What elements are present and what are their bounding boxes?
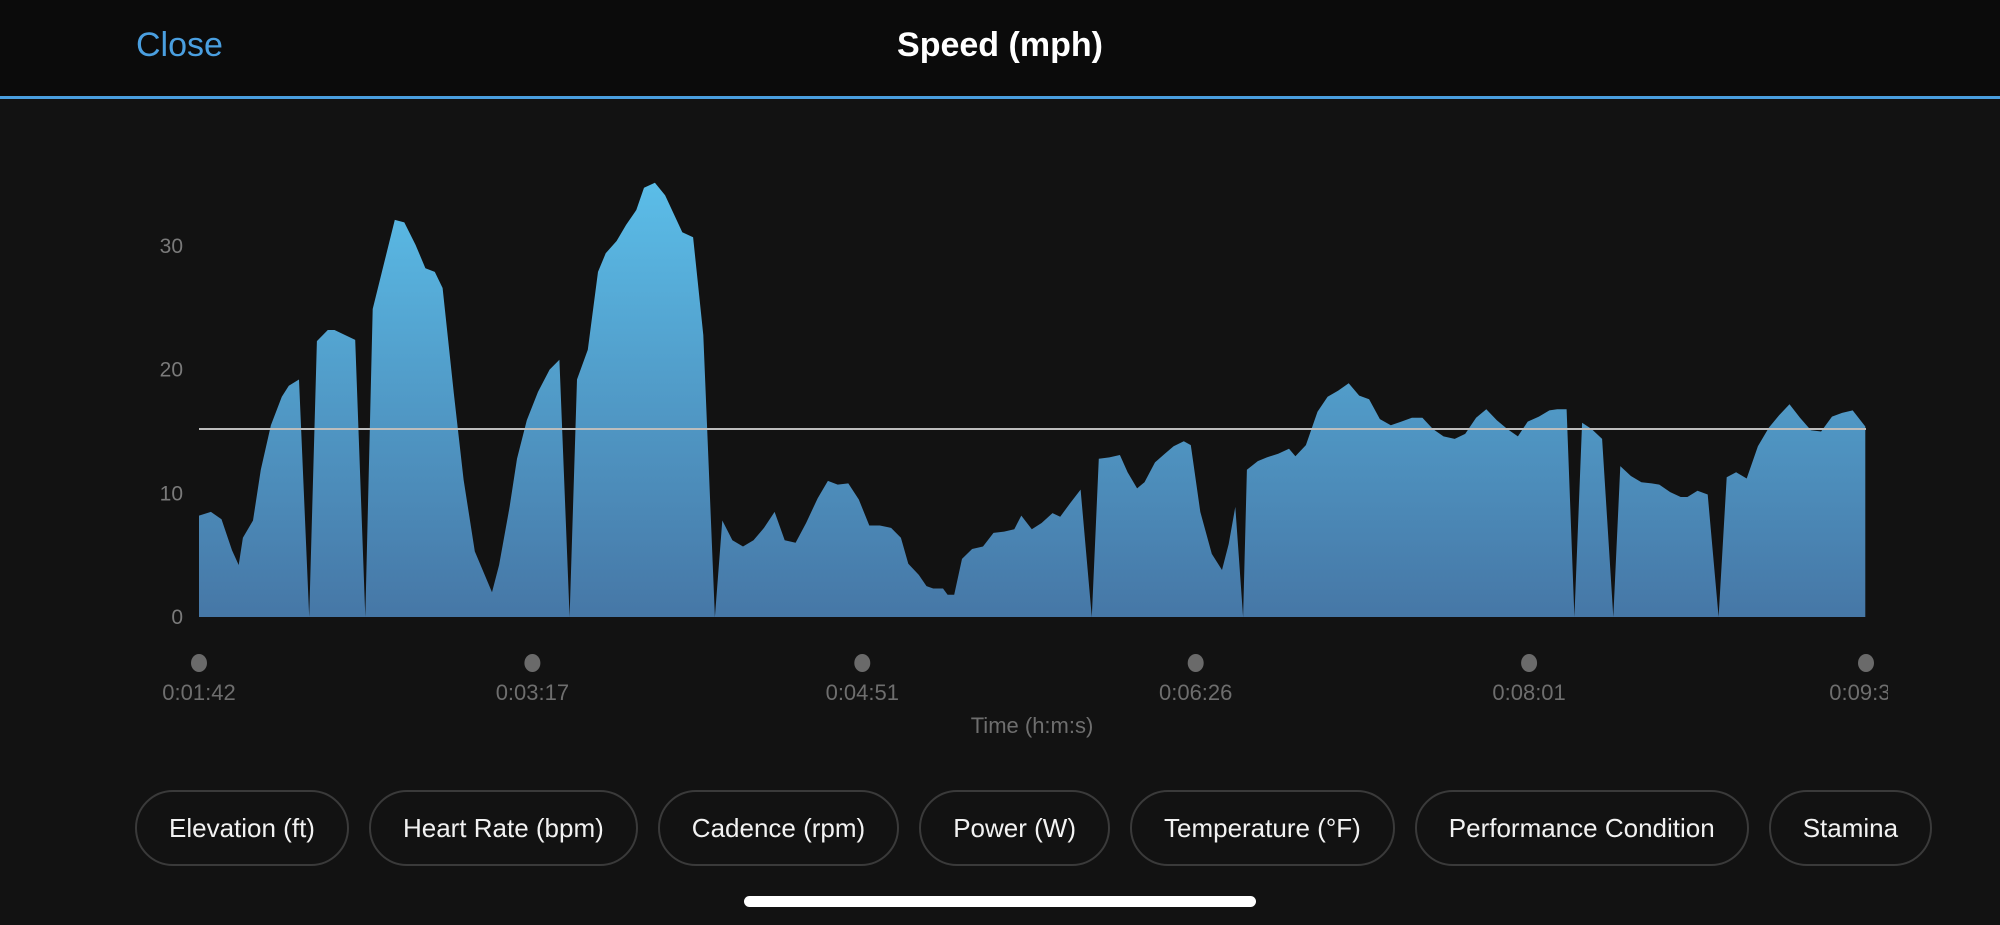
x-tick-label: 0:03:17 xyxy=(496,680,569,705)
x-tick-label: 0:04:51 xyxy=(826,680,899,705)
x-tick-handle[interactable] xyxy=(854,654,871,672)
x-tick-handle[interactable] xyxy=(1858,654,1874,672)
y-tick-label: 20 xyxy=(160,359,183,382)
metric-button-performance-condition[interactable]: Performance Condition xyxy=(1414,790,1749,866)
x-tick-handle[interactable] xyxy=(1187,654,1204,672)
metric-selector: Elevation (ft) Heart Rate (bpm) Cadence (r… xyxy=(135,790,1933,866)
y-tick-label: 0 xyxy=(171,606,183,629)
x-tick-handle[interactable] xyxy=(524,654,541,672)
speed-area-series xyxy=(199,182,1866,618)
x-tick-label: 0:06:26 xyxy=(1159,680,1232,705)
page-title: Speed (mph) xyxy=(897,26,1103,64)
metric-button-elevation-ft[interactable]: Elevation (ft) xyxy=(135,790,349,866)
metric-button-temperature-f[interactable]: Temperature (°F) xyxy=(1129,790,1395,866)
x-tick-label: 0:01:42 xyxy=(162,680,235,705)
metric-button-cadence-rpm[interactable]: Cadence (rpm) xyxy=(657,790,900,866)
home-indicator[interactable] xyxy=(744,896,1256,907)
metric-button-heart-rate-bpm[interactable]: Heart Rate (bpm) xyxy=(368,790,638,866)
x-tick-handle[interactable] xyxy=(191,654,207,672)
y-tick-label: 10 xyxy=(160,482,183,505)
close-button[interactable]: Close xyxy=(136,26,223,64)
header-bar: Close Speed (mph) xyxy=(0,0,2000,99)
x-tick-label: 0:09:37 xyxy=(1829,680,1902,705)
x-tick-label: 0:08:01 xyxy=(1492,680,1565,705)
y-tick-label: 30 xyxy=(160,235,183,258)
x-tick-handle[interactable] xyxy=(1521,654,1538,672)
metric-button-power-w[interactable]: Power (W) xyxy=(919,790,1110,866)
speed-chart[interactable]: 0 10 20 30 0:01:42 0:03:17 0:04:51 0:06:26 0:08… xyxy=(0,100,2000,760)
metric-button-stamina[interactable]: Stamina xyxy=(1768,790,1933,866)
x-axis-title: Time (h:m:s) xyxy=(971,713,1094,738)
